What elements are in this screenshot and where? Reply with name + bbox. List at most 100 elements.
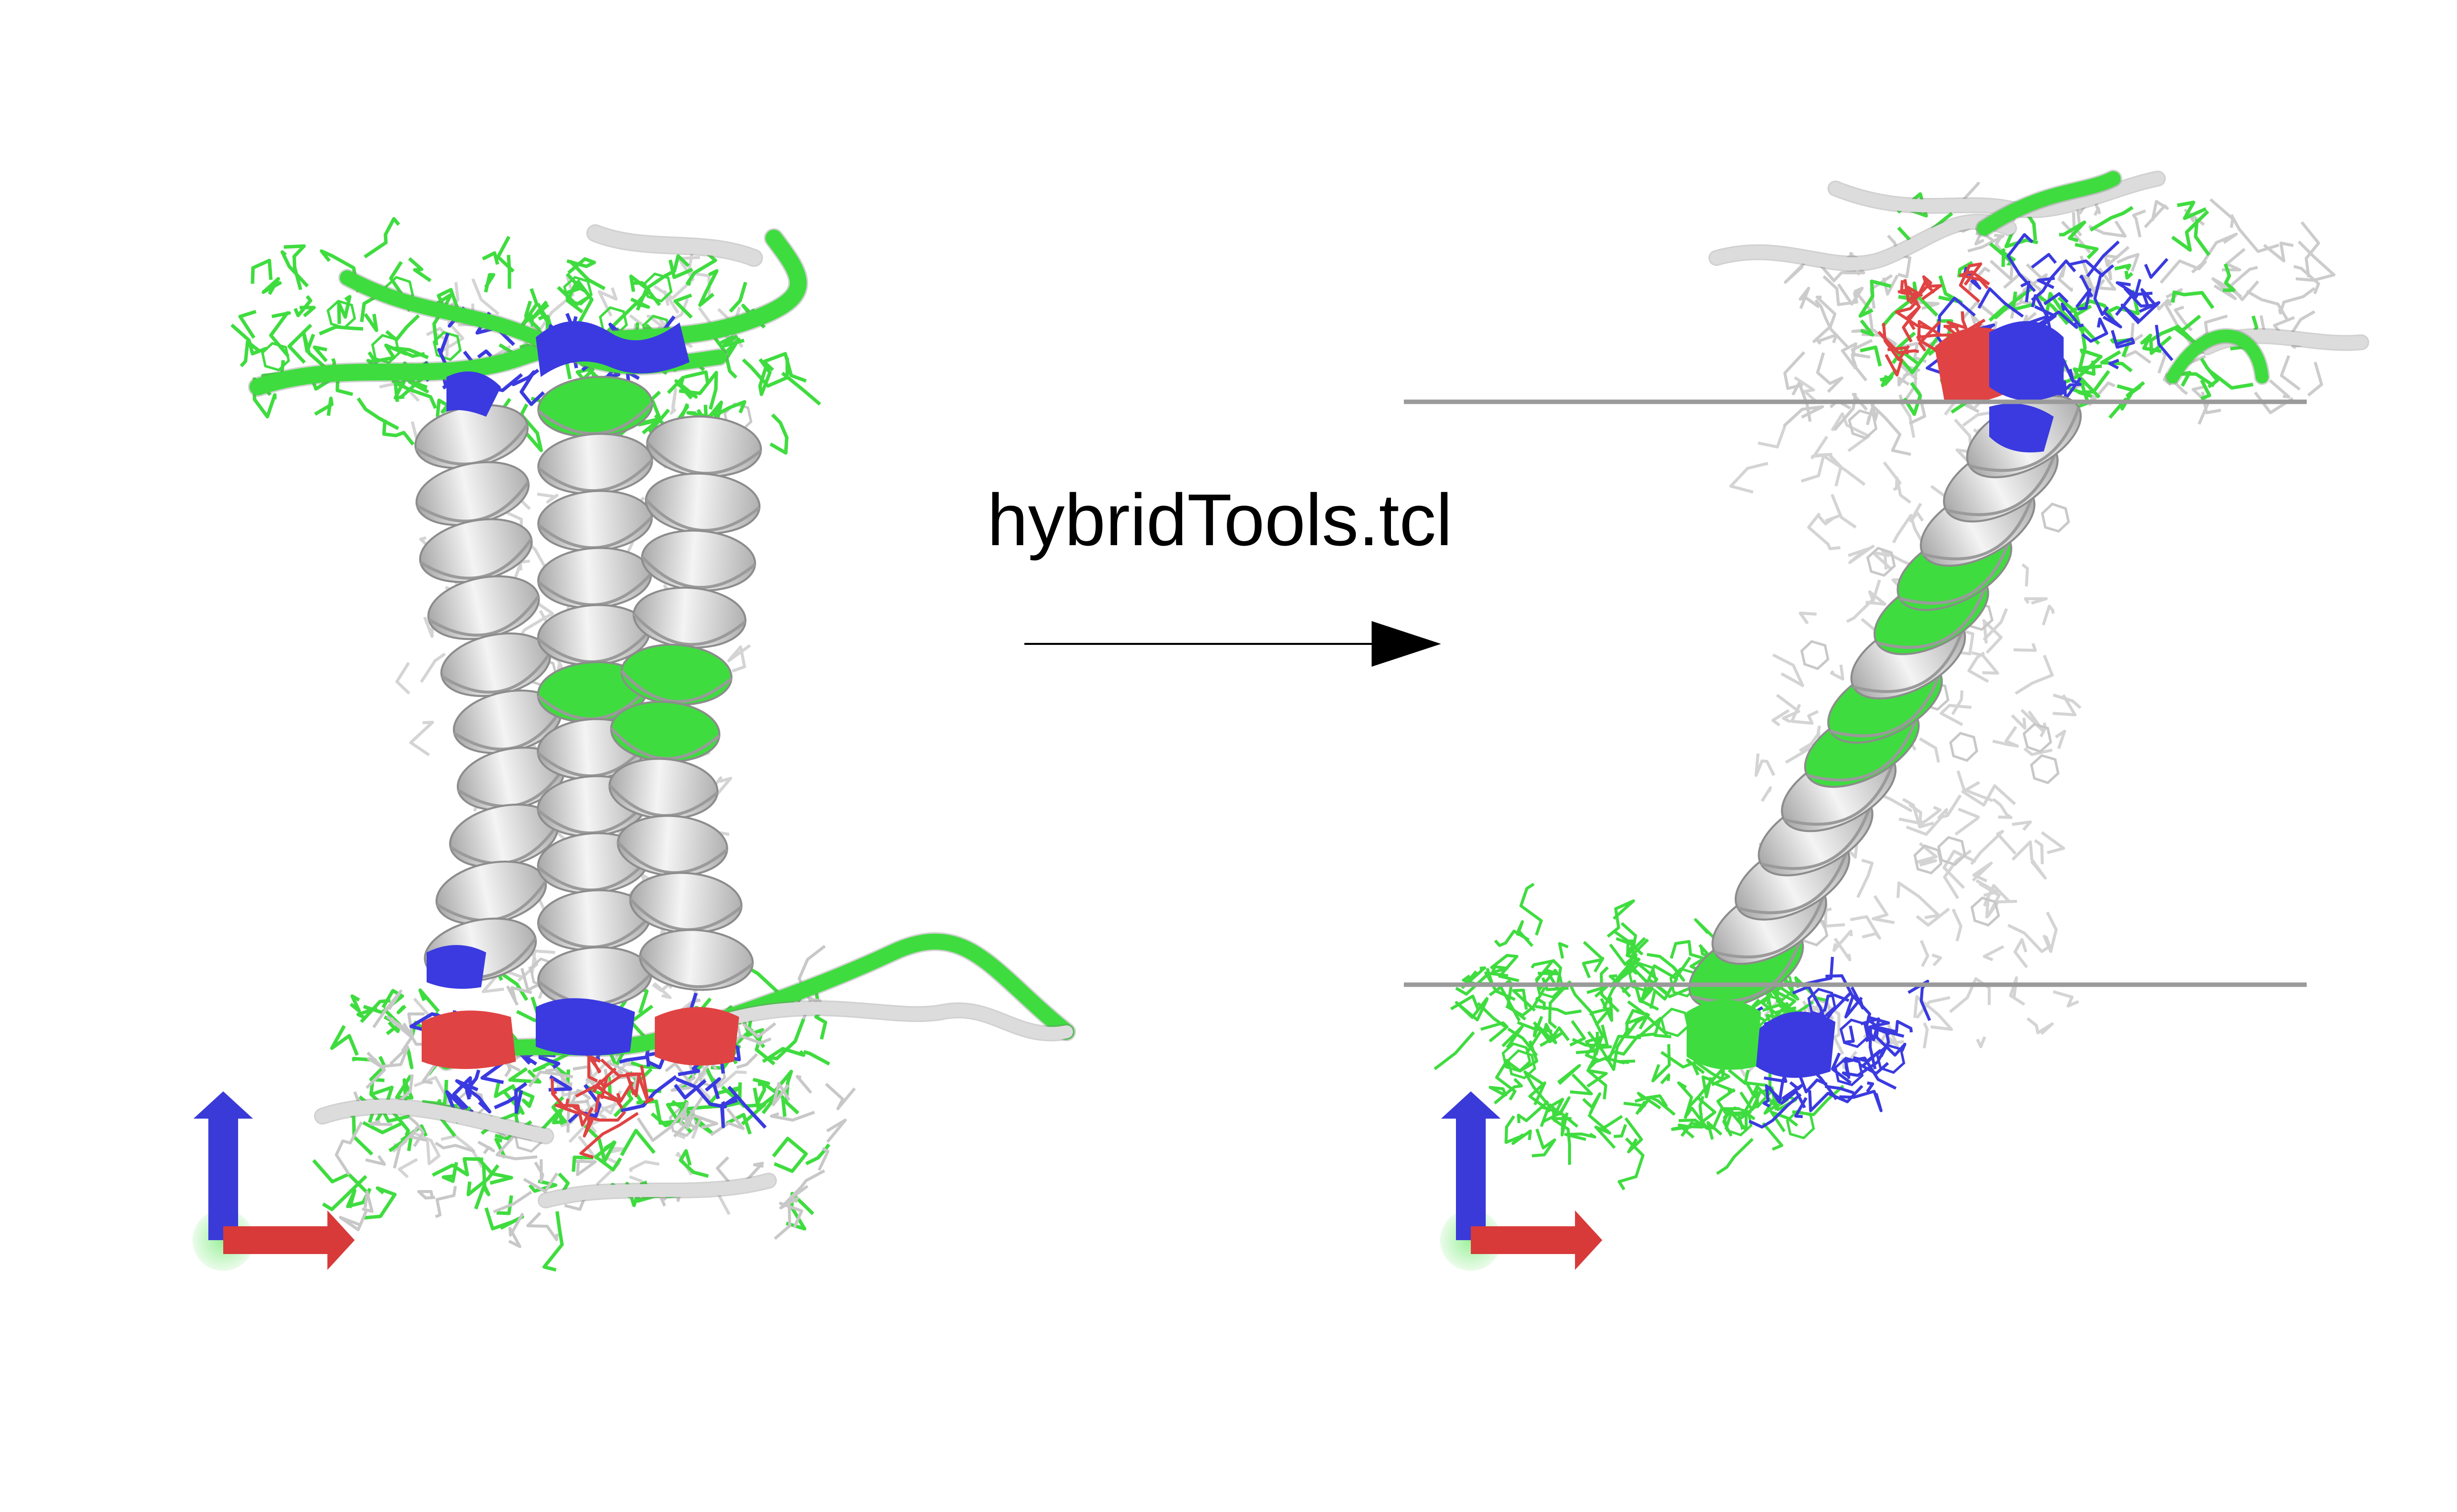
side-chain-stick <box>1970 830 2017 865</box>
side-chain-stick <box>1817 333 1838 345</box>
side-chain-stick <box>675 1077 727 1109</box>
side-chain-stick <box>1680 1107 1740 1137</box>
side-chain-stick <box>508 1212 524 1248</box>
side-chain-stick <box>1637 1092 1661 1110</box>
side-chain-stick <box>790 1185 809 1203</box>
side-chain-stick <box>552 1093 569 1111</box>
side-chain-stick <box>514 1082 528 1114</box>
side-chain-stick <box>720 1095 738 1129</box>
side-chain-stick <box>526 1211 559 1241</box>
side-chain-stick <box>349 994 361 1013</box>
side-chain-stick <box>1797 1071 1828 1093</box>
side-chain-stick <box>720 337 741 379</box>
side-chain-stick <box>1959 270 1990 289</box>
side-chain-stick <box>261 277 282 295</box>
side-chain-stick <box>2015 654 2054 695</box>
side-chain-stick <box>1794 376 1818 404</box>
side-chain-stick <box>393 377 428 400</box>
aromatic-ring <box>1949 732 1978 762</box>
side-chain-stick <box>1896 882 1940 919</box>
transform-label: hybridTools.tcl <box>987 479 1452 561</box>
side-chain-stick <box>571 1155 594 1172</box>
side-chain-stick <box>548 1075 572 1092</box>
side-chain-stick <box>2111 330 2135 349</box>
side-chain-stick <box>474 1164 491 1210</box>
side-chain-stick <box>406 1048 414 1070</box>
aromatic-ring <box>326 300 356 329</box>
side-chain-stick <box>313 345 328 363</box>
side-chain-stick <box>1729 462 1768 494</box>
aromatic-ring <box>1502 1042 1531 1072</box>
side-chain-stick <box>1954 808 1980 836</box>
side-chain-stick <box>2159 259 2207 284</box>
side-chain-stick <box>1564 1133 1596 1141</box>
side-chain-stick <box>629 1160 660 1173</box>
side-chain-stick <box>2209 198 2234 228</box>
helix-turn <box>537 547 652 609</box>
basic-residue-surface <box>427 945 486 989</box>
side-chain-stick <box>523 1172 559 1193</box>
side-chain-stick <box>1625 1000 1647 1025</box>
side-chain-stick <box>2034 839 2044 865</box>
side-chain-stick <box>742 358 789 388</box>
side-chain-stick <box>616 1081 634 1103</box>
side-chain-stick <box>1902 798 1934 828</box>
side-chain-stick <box>781 372 821 406</box>
side-chain-stick <box>2263 242 2294 262</box>
side-chain-stick <box>572 1065 595 1086</box>
side-chain-stick <box>1880 1020 1913 1033</box>
basic-residue-surface <box>1756 1011 1835 1078</box>
side-chain-stick <box>528 1179 558 1193</box>
side-chain-stick <box>1608 1035 1641 1059</box>
side-chain-stick <box>679 1149 709 1178</box>
side-chain-stick <box>720 335 745 348</box>
helix-turn <box>641 529 756 592</box>
basic-residue-surface <box>1989 321 2064 401</box>
side-chain-stick <box>1909 275 1936 305</box>
side-chain-stick <box>2011 714 2026 730</box>
side-chain-stick <box>2059 220 2086 243</box>
side-chain-stick <box>432 1157 484 1177</box>
side-chain-stick <box>762 1047 806 1063</box>
side-chain-stick <box>1949 977 1991 1013</box>
side-chain-stick <box>670 388 677 415</box>
side-chain-stick <box>230 323 268 356</box>
side-chain-stick <box>1716 1088 1736 1117</box>
side-chain-stick <box>1982 619 2003 654</box>
side-chain-stick <box>672 254 690 272</box>
side-chain-stick <box>1500 987 1521 1022</box>
side-chain-stick <box>1494 1077 1523 1105</box>
side-chain-stick <box>2007 924 2051 953</box>
side-chain-stick <box>2058 265 2073 292</box>
aromatic-ring <box>1866 547 1896 577</box>
side-chain-stick <box>1885 354 1903 377</box>
side-chain-stick <box>577 1135 598 1160</box>
side-chain-stick <box>567 1089 591 1133</box>
side-chain-stick <box>1940 704 1972 726</box>
side-chain-stick <box>653 982 672 999</box>
side-chain-stick <box>1570 1073 1593 1095</box>
side-chain-stick <box>441 1162 458 1183</box>
side-chain-stick <box>551 1078 558 1095</box>
side-chain-stick <box>684 370 710 384</box>
side-chain-stick <box>2278 287 2316 315</box>
side-chain-stick <box>484 273 496 293</box>
side-chain-stick <box>538 309 552 338</box>
helix-turn <box>620 643 733 706</box>
side-chain-stick <box>1697 1097 1716 1127</box>
side-chain-stick <box>1807 512 1841 550</box>
side-chain-stick <box>1932 953 1942 967</box>
side-chain-stick <box>545 1068 571 1088</box>
side-chain-stick <box>2026 1017 2054 1035</box>
side-chain-stick <box>435 1141 475 1153</box>
side-chain-stick <box>713 400 747 418</box>
side-chain-stick <box>674 379 698 400</box>
side-chain-stick <box>1711 1081 1735 1092</box>
side-chain-stick <box>385 314 420 342</box>
side-chain-stick <box>2075 243 2099 259</box>
helix-turn <box>537 433 653 495</box>
side-chain-stick <box>2031 253 2057 269</box>
coil-ribbon <box>713 1002 1073 1040</box>
side-chain-stick <box>2075 288 2091 311</box>
side-chain-stick <box>668 259 693 279</box>
